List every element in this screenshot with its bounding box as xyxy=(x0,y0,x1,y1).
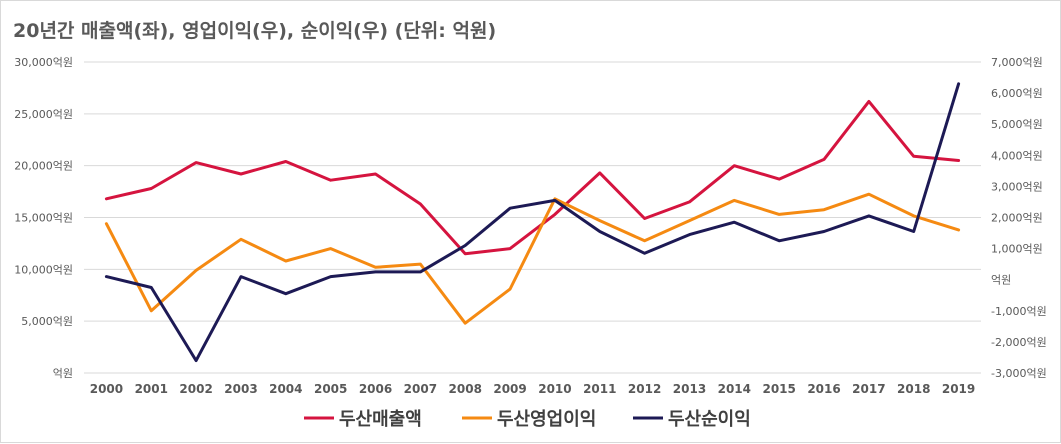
right-tick-label: 2,000억원 xyxy=(991,212,1043,225)
legend-label: 두산순이익 xyxy=(668,409,751,430)
x-tick-label: 2016 xyxy=(807,382,840,396)
x-tick-label: 2003 xyxy=(224,382,257,396)
left-tick-label: 30,000억원 xyxy=(14,56,73,69)
x-tick-label: 2005 xyxy=(314,382,347,396)
x-tick-label: 2019 xyxy=(942,382,975,396)
legend-label: 두산영업이익 xyxy=(497,409,596,430)
right-y-axis: -3,000억원 -2,000억원 -1,000억원 억원 1,000억원 2,000억원… xyxy=(991,56,1047,380)
x-tick-label: 2013 xyxy=(673,382,706,396)
x-tick-label: 2001 xyxy=(135,382,168,396)
x-tick-label: 2018 xyxy=(897,382,930,396)
series-lines xyxy=(104,82,961,363)
x-tick-label: 2017 xyxy=(852,382,885,396)
x-tick-label: 2000 xyxy=(90,382,123,396)
left-y-axis: 억원 5,000억원 10,000억원 15,000억원 20,000억원 25,000억… xyxy=(14,56,73,380)
gridlines xyxy=(84,61,981,374)
left-tick-label: 10,000억원 xyxy=(14,263,73,276)
right-tick-label: 1,000억원 xyxy=(991,243,1043,256)
x-tick-label: 2014 xyxy=(718,382,751,396)
legend-label: 두산매출액 xyxy=(339,409,422,430)
right-tick-label: 4,000억원 xyxy=(991,149,1043,162)
right-tick-label: 억원 xyxy=(991,274,1011,287)
right-tick-label: 5,000억원 xyxy=(991,118,1043,131)
chart-title: 20년간 매출액(좌), 영업이익(우), 순이익(우) (단위: 억원) xyxy=(13,20,496,42)
x-tick-label: 2002 xyxy=(179,382,212,396)
right-tick-label: 7,000억원 xyxy=(991,56,1043,69)
right-tick-label: -2,000억원 xyxy=(991,336,1047,349)
legend: 두산매출액 두산영업이익 두산순이익 xyxy=(304,409,751,430)
x-tick-label: 2008 xyxy=(449,382,482,396)
left-tick-label: 15,000억원 xyxy=(14,212,73,225)
series-line-3 xyxy=(104,82,961,363)
series-line-1 xyxy=(104,99,961,256)
series-line-2 xyxy=(104,192,961,325)
left-tick-label: 5,000억원 xyxy=(21,315,73,328)
right-tick-label: -1,000억원 xyxy=(991,305,1047,318)
left-tick-label: 억원 xyxy=(53,367,73,380)
x-tick-label: 2012 xyxy=(628,382,661,396)
x-tick-label: 2004 xyxy=(269,382,302,396)
x-tick-label: 2009 xyxy=(493,382,526,396)
x-tick-label: 2015 xyxy=(762,382,795,396)
right-tick-label: 6,000억원 xyxy=(991,87,1043,100)
right-tick-label: 3,000억원 xyxy=(991,180,1043,193)
x-axis: 2000 2001 2002 2003 2004 2005 2006 2007 2008 2009… xyxy=(90,382,976,396)
left-tick-label: 25,000억원 xyxy=(14,108,73,121)
x-tick-label: 2006 xyxy=(359,382,392,396)
right-tick-label: -3,000억원 xyxy=(991,367,1047,380)
left-tick-label: 20,000억원 xyxy=(14,160,73,173)
x-tick-label: 2011 xyxy=(583,382,616,396)
x-tick-label: 2007 xyxy=(404,382,437,396)
x-tick-label: 2010 xyxy=(538,382,571,396)
